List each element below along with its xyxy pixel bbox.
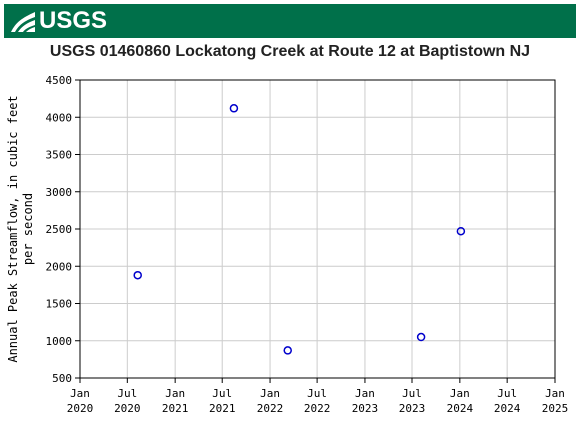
chart-title: USGS 01460860 Lockatong Creek at Route 1…: [49, 43, 531, 60]
y-tick-label: 4500: [46, 74, 73, 87]
y-tick-label: 500: [52, 372, 72, 385]
y-tick-label: 3000: [46, 186, 73, 199]
x-tick-label-month: Jul: [117, 387, 137, 400]
x-tick-label-year: 2023: [352, 402, 379, 415]
data-point[interactable]: [283, 346, 292, 355]
x-tick-label-month: Jan: [450, 387, 470, 400]
x-tick-label-month: Jul: [497, 387, 517, 400]
x-tick-label-year: 2022: [304, 402, 331, 415]
usgs-header-bar: USGS: [4, 4, 576, 38]
data-point[interactable]: [133, 270, 142, 280]
x-tick-label-year: 2023: [399, 402, 426, 415]
y-tick-label: 3500: [46, 149, 73, 162]
data-point[interactable]: [416, 332, 426, 342]
x-tick-label-year: 2020: [67, 402, 94, 415]
data-points: [133, 104, 466, 355]
x-tick-label-year: 2024: [494, 402, 521, 415]
usgs-logo-text: USGS: [39, 7, 108, 34]
usgs-logo[interactable]: USGS: [10, 7, 107, 35]
x-tick-label-year: 2022: [257, 402, 284, 415]
grid-lines: [79, 79, 556, 379]
x-tick-label-month: Jan: [355, 387, 375, 400]
x-axis-ticks: Jan 2020 Jul 2020 Jan 2021 Jul 2021 Jan 2022 Jul 20…: [67, 378, 569, 415]
x-tick-label-year: 2020: [114, 402, 141, 415]
x-tick-label-month: Jan: [260, 387, 280, 400]
y-tick-label: 2000: [46, 260, 73, 273]
y-tick-label: 1500: [46, 298, 73, 311]
x-tick-label-month: Jan: [545, 387, 565, 400]
y-axis-label-line2: per second: [21, 193, 35, 265]
data-point[interactable]: [229, 104, 239, 113]
x-tick-label-month: Jan: [70, 387, 90, 400]
x-tick-label-month: Jul: [402, 387, 422, 400]
y-tick-label: 2500: [46, 223, 73, 236]
x-tick-label-year: 2021: [162, 402, 189, 415]
x-tick-label-year: 2025: [542, 402, 569, 415]
y-tick-label: 1000: [46, 335, 73, 348]
y-tick-label: 4000: [46, 111, 73, 124]
y-axis-ticks: 500 1000 1500 2000 2500 3000 3500 4000 4500: [46, 74, 80, 385]
x-tick-label-month: Jul: [307, 387, 327, 400]
x-tick-label-year: 2024: [447, 402, 474, 415]
x-tick-label-month: Jul: [212, 387, 232, 400]
y-axis-label-line1: Annual Peak Streamflow, in cubic feet: [6, 95, 20, 362]
data-point[interactable]: [456, 226, 466, 236]
usgs-wave-icon: [11, 12, 35, 32]
x-tick-label-year: 2021: [209, 402, 236, 415]
x-tick-label-month: Jan: [165, 387, 185, 400]
